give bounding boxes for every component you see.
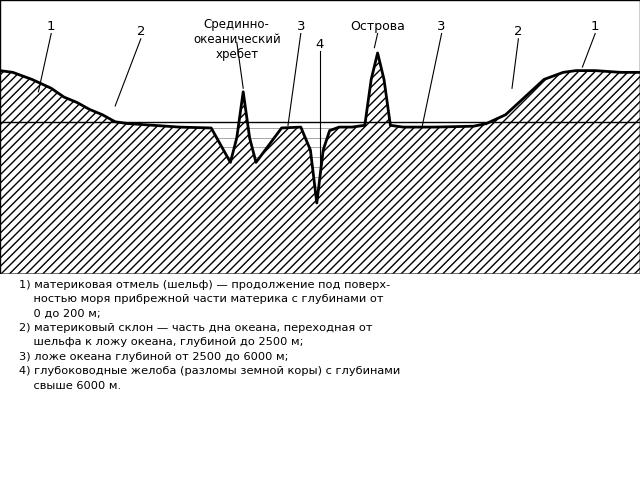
Text: 2: 2 — [514, 25, 523, 38]
Text: 2: 2 — [136, 25, 145, 38]
Text: 3: 3 — [437, 20, 446, 33]
Text: 1: 1 — [47, 20, 56, 33]
Text: 3: 3 — [296, 20, 305, 33]
Polygon shape — [0, 53, 640, 274]
Polygon shape — [115, 122, 490, 202]
Text: Острова: Острова — [350, 20, 405, 33]
Text: Срединно-
океанический
хребет: Срединно- океанический хребет — [193, 18, 281, 61]
Text: 4: 4 — [316, 37, 324, 50]
Text: 1) материковая отмель (шельф) — продолжение под поверх-
    ностью моря прибрежн: 1) материковая отмель (шельф) — продолже… — [19, 280, 401, 391]
Text: 1: 1 — [591, 20, 600, 33]
Polygon shape — [0, 53, 640, 274]
